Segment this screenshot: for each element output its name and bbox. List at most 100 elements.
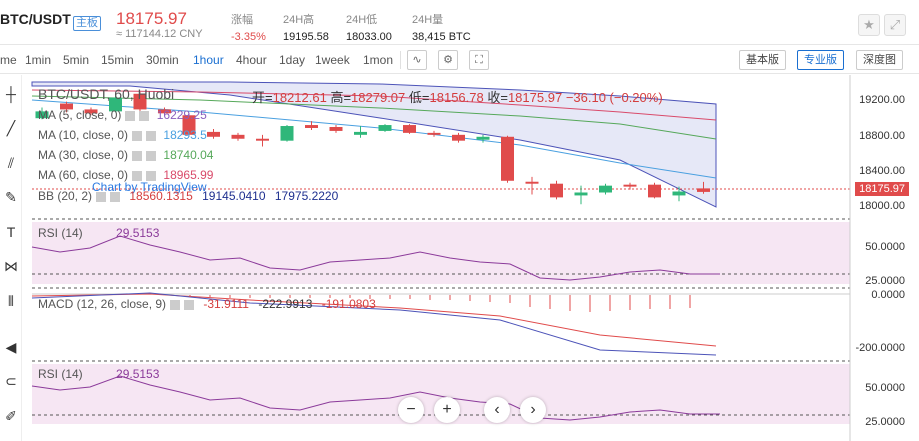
ma5-legend[interactable]: MA (5, close, 0) 16229.25	[38, 108, 207, 122]
candle-body	[84, 109, 98, 114]
candle-body	[697, 188, 710, 192]
toolbar-divider	[400, 51, 401, 69]
pair-label: BTC/USDT	[0, 11, 71, 27]
interval-1day[interactable]: 1day	[279, 53, 306, 67]
ma10-legend[interactable]: MA (10, close, 0) 18293.5	[38, 128, 207, 142]
star-icon[interactable]: ★	[858, 14, 880, 36]
chart-toolbar: me 1min 5min 15min 30min 1hour 4hour 1da…	[0, 46, 919, 74]
pitchfork-icon[interactable]: ⫽	[7, 155, 15, 171]
macd-line	[31, 292, 717, 356]
candle-body	[648, 184, 661, 198]
crosshair-icon[interactable]: ┼	[6, 86, 16, 102]
macd-signal-line	[31, 293, 717, 347]
candle-body	[305, 125, 318, 128]
pattern-icon[interactable]: ⋈	[4, 258, 18, 274]
price-tick: 18400.00	[859, 165, 905, 177]
rsi-tick: 50.0000	[865, 241, 905, 253]
price-tick: 19200.00	[859, 94, 905, 106]
settings-icon[interactable]	[132, 130, 143, 141]
interval-1week[interactable]: 1week	[315, 53, 350, 67]
scroll-left-button[interactable]: ‹	[484, 397, 510, 423]
rsi2-tick: 25.0000	[865, 416, 905, 428]
bb-legend[interactable]: BB (20, 2) 18560.1315 19145.0410 17975.2…	[38, 189, 339, 203]
interval-15min[interactable]: 15min	[101, 53, 134, 67]
zoom-in-button[interactable]: +	[434, 397, 460, 423]
interval-5min[interactable]: 5min	[63, 53, 90, 67]
candle-body	[35, 111, 49, 119]
settings-icon[interactable]: ⚙	[438, 50, 458, 70]
candle-body	[60, 103, 73, 110]
candle-body	[525, 181, 539, 184]
macd-legend[interactable]: MACD (12, 26, close, 9) -31.9111 -222.99…	[38, 297, 376, 311]
text-tool-icon[interactable]: T	[6, 224, 16, 240]
close-icon[interactable]	[146, 130, 157, 141]
drawing-toolbar: ┼ ╱ ⫽ ✎ T ⋈ ⫴ ◀ ⊂ ✐	[0, 75, 22, 441]
ohlc-readout: 开=18212.61 高=18279.07 低=18156.78 收=18175…	[252, 90, 663, 105]
settings-icon[interactable]	[96, 191, 107, 202]
close-icon[interactable]	[139, 110, 150, 121]
rsi2-line	[31, 375, 720, 421]
rsi-legend[interactable]: RSI (14) 29.5153	[38, 226, 160, 240]
stat-change: 涨幅 -3.35%	[231, 14, 266, 43]
tradingview-link[interactable]: Chart by TradingView	[92, 180, 207, 194]
settings-icon[interactable]	[125, 110, 136, 121]
close-icon[interactable]	[146, 170, 157, 181]
candle-body	[574, 192, 588, 196]
interval-time[interactable]: me	[0, 53, 17, 67]
rsi-line	[31, 235, 720, 281]
magnet-icon[interactable]: ⊂	[5, 373, 17, 389]
ruler-icon[interactable]: ✐	[5, 408, 17, 424]
fullscreen-icon[interactable]: ⤢	[884, 14, 906, 36]
ma30-line	[31, 95, 717, 140]
rsi2-legend[interactable]: RSI (14) 29.5153	[38, 367, 160, 381]
last-price: 18175.97	[116, 9, 187, 28]
candlestick-series	[35, 91, 710, 205]
back-arrow-icon[interactable]: ◀	[5, 339, 17, 355]
price-tick: 18000.00	[859, 200, 905, 212]
candle-body	[133, 93, 147, 110]
view-depth-button[interactable]: 深度图	[856, 50, 903, 70]
bollinger-band	[31, 81, 717, 208]
candle-body	[599, 185, 612, 193]
candle-body	[623, 184, 637, 187]
brush-icon[interactable]: ✎	[5, 189, 17, 205]
screenshot-icon[interactable]: ⛶	[469, 50, 489, 70]
ma60-legend[interactable]: MA (60, close, 0) 18965.99	[38, 168, 214, 182]
candle-body	[501, 136, 514, 181]
cny-price: ≈ 117144.12 CNY	[116, 28, 203, 40]
candle-body	[476, 136, 490, 140]
interval-4hour[interactable]: 4hour	[236, 53, 267, 67]
ma10-line	[31, 99, 717, 179]
candle-body	[452, 134, 465, 141]
zoom-out-button[interactable]: −	[398, 397, 424, 423]
candle-body	[427, 132, 441, 135]
stat-volume: 24H量 38,415 BTC	[412, 14, 471, 43]
close-icon[interactable]	[110, 191, 121, 202]
settings-icon[interactable]	[132, 170, 143, 181]
view-pro-button[interactable]: 专业版	[797, 50, 844, 70]
current-price-tag: 18175.97	[855, 182, 909, 196]
close-icon[interactable]	[184, 299, 195, 310]
interval-1min[interactable]: 1min	[25, 53, 52, 67]
interval-1mon[interactable]: 1mon	[363, 53, 394, 67]
candle-body	[256, 138, 269, 141]
interval-30min[interactable]: 30min	[146, 53, 179, 67]
candle-body	[109, 97, 122, 112]
trendline-icon[interactable]: ╱	[6, 120, 16, 136]
view-basic-button[interactable]: 基本版	[739, 50, 786, 70]
settings-icon[interactable]	[132, 150, 143, 161]
rsi-tick: 25.0000	[865, 275, 905, 287]
settings-icon[interactable]	[170, 299, 181, 310]
price-tick: 18800.00	[859, 130, 905, 142]
measure-icon[interactable]: ⫴	[8, 293, 14, 309]
candle-body	[329, 127, 343, 131]
interval-1hour[interactable]: 1hour	[193, 53, 224, 67]
stat-low: 24H低 18033.00	[346, 14, 392, 43]
scroll-right-button[interactable]: ›	[520, 397, 546, 423]
ma30-legend[interactable]: MA (30, close, 0) 18740.04	[38, 148, 214, 162]
macd-tick: -200.0000	[855, 342, 905, 354]
macd-tick: 0.0000	[871, 289, 905, 301]
chart-type-icon[interactable]: ∿	[407, 50, 427, 70]
close-icon[interactable]	[146, 150, 157, 161]
